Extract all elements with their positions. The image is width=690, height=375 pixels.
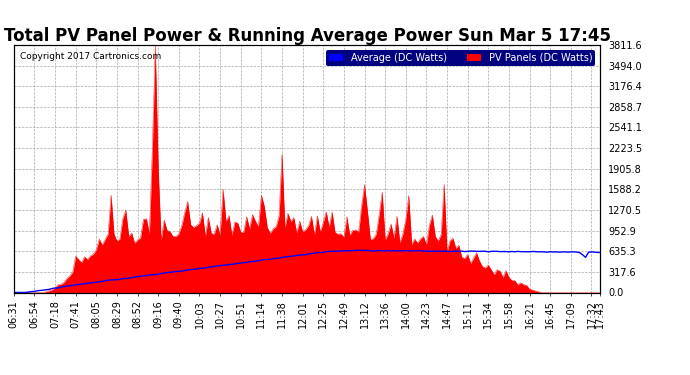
Legend: Average (DC Watts), PV Panels (DC Watts): Average (DC Watts), PV Panels (DC Watts) xyxy=(326,50,595,66)
Title: Total PV Panel Power & Running Average Power Sun Mar 5 17:45: Total PV Panel Power & Running Average P… xyxy=(3,27,611,45)
Text: Copyright 2017 Cartronics.com: Copyright 2017 Cartronics.com xyxy=(19,53,161,62)
